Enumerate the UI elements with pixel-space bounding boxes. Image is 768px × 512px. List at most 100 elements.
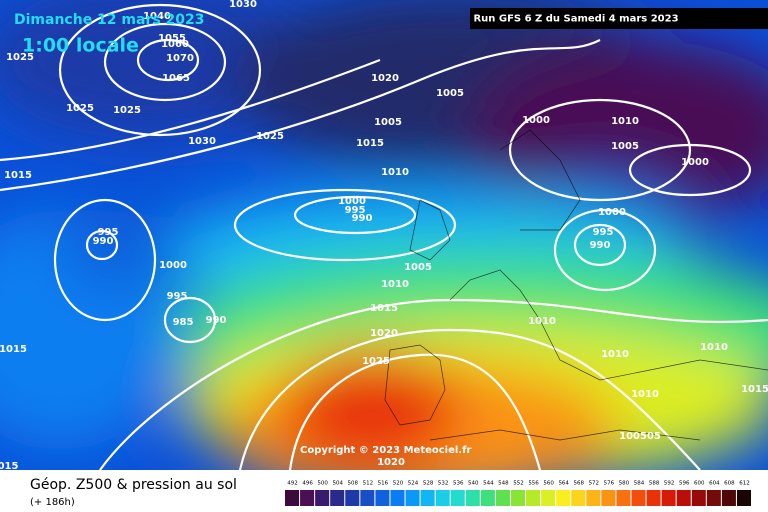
- isobar-label: 990: [590, 240, 611, 251]
- scale-cell: [586, 490, 601, 506]
- isobar-label: 1010: [611, 116, 639, 127]
- isobar-label: 985: [173, 317, 194, 328]
- isobar-label: 1030: [188, 136, 216, 147]
- scale-cell: [285, 490, 300, 506]
- isobar-label: 1000: [159, 260, 187, 271]
- scale-cell: [375, 490, 390, 506]
- forecast-time: 1:00 locale: [22, 35, 139, 57]
- isobar-label: 015: [0, 461, 18, 472]
- isobar-label: 100505: [619, 431, 661, 442]
- scale-cell: [345, 490, 360, 506]
- scale-cell: [691, 490, 706, 506]
- scale-cell: [435, 490, 450, 506]
- isobar-label: 1015: [0, 344, 27, 355]
- scale-label: 572: [589, 481, 600, 487]
- scale-label: 524: [408, 481, 419, 487]
- scale-cell: [405, 490, 420, 506]
- isobar-lines: [0, 3, 768, 470]
- scale-label: 556: [528, 481, 539, 487]
- scale-cell: [420, 490, 435, 506]
- run-banner: [470, 8, 768, 29]
- scale-cell: [465, 490, 480, 506]
- scale-label: 492: [287, 481, 298, 487]
- scale-label: 580: [619, 481, 630, 487]
- scale-label: 560: [543, 481, 554, 487]
- isobar-label: 1020: [370, 328, 398, 339]
- isobar-label: 1025: [113, 105, 141, 116]
- scale-label: 536: [453, 481, 464, 487]
- forecast-date: Dimanche 12 mars 2023: [14, 12, 205, 28]
- scale-label: 596: [679, 481, 690, 487]
- scale-label: 552: [513, 481, 524, 487]
- isobar-label: 1025: [6, 52, 34, 63]
- scale-label: 540: [468, 481, 479, 487]
- scale-label: 504: [332, 481, 343, 487]
- isobar-label: 1060: [161, 39, 189, 50]
- scale-cell: [495, 490, 510, 506]
- scale-cell: [315, 490, 330, 506]
- run-info: Run GFS 6 Z du Samedi 4 mars 2023: [473, 14, 678, 25]
- isobar-label: 1000: [522, 115, 550, 126]
- scale-label: 604: [709, 481, 720, 487]
- isobar-label: 1020: [371, 73, 399, 84]
- isobar-label: 1010: [528, 316, 556, 327]
- isobar-label: 1005: [404, 262, 432, 273]
- isobar-label: 1030: [229, 0, 257, 10]
- isobar-label: 1070: [166, 53, 194, 64]
- isobar-label: 1015: [356, 138, 384, 149]
- isobar-label: 1005: [611, 141, 639, 152]
- scale-cell: [556, 490, 571, 506]
- scale-label: 588: [649, 481, 660, 487]
- scale-label: 608: [724, 481, 735, 487]
- isobar-label: 1025: [362, 356, 390, 367]
- color-scale: 492 496 500 504 508 512 516 520 524 528 532 536 540 5…: [285, 481, 751, 506]
- scale-cell: [330, 490, 345, 506]
- scale-cell: [526, 490, 541, 506]
- scale-label: 508: [348, 481, 359, 487]
- scale-cell: [601, 490, 616, 506]
- scale-label: 532: [438, 481, 449, 487]
- footer-title: Géop. Z500 & pression au sol: [30, 477, 237, 493]
- scale-label: 528: [423, 481, 434, 487]
- isobar-label: 990: [93, 236, 114, 247]
- scale-cell: [450, 490, 465, 506]
- isobar-label: 1020: [377, 457, 405, 468]
- scale-label: 544: [483, 481, 494, 487]
- isobar-label: 1055: [158, 33, 186, 44]
- isobar-label: 1000: [681, 157, 709, 168]
- isobar-label: 1000: [598, 207, 626, 218]
- isobar-label: 1015: [370, 303, 398, 314]
- isobar-label: 1040: [143, 11, 171, 22]
- scale-label: 592: [664, 481, 675, 487]
- scale-cell: [300, 490, 315, 506]
- scale-cell: [646, 490, 661, 506]
- scale-label: 564: [558, 481, 569, 487]
- isobar-label: 995: [167, 291, 188, 302]
- scale-label: 612: [739, 481, 750, 487]
- isobar-label: 1010: [381, 279, 409, 290]
- scale-cell: [480, 490, 495, 506]
- scale-label: 568: [574, 481, 585, 487]
- scale-label: 516: [378, 481, 389, 487]
- scale-cell: [706, 490, 721, 506]
- isobar-label: 1005: [436, 88, 464, 99]
- isobar-label: 1015: [4, 170, 32, 181]
- isobar-label: 1010: [601, 349, 629, 360]
- isobar-label: 995: [98, 227, 119, 238]
- isobar-label: 1015: [741, 384, 768, 395]
- scale-label: 584: [634, 481, 645, 487]
- scale-label: 576: [604, 481, 615, 487]
- isobar-label: 1000: [338, 196, 366, 207]
- copyright: Copyright © 2023 Meteociel.fr: [300, 445, 471, 456]
- coastlines: [384, 129, 768, 441]
- isobar-label: 995: [593, 227, 614, 238]
- scale-label: 600: [694, 481, 705, 487]
- isobar-label: 995: [345, 205, 366, 216]
- scale-cell: [736, 490, 751, 506]
- scale-label: 500: [317, 481, 328, 487]
- isobar-label: 1025: [256, 131, 284, 142]
- isobar-label: 1010: [381, 167, 409, 178]
